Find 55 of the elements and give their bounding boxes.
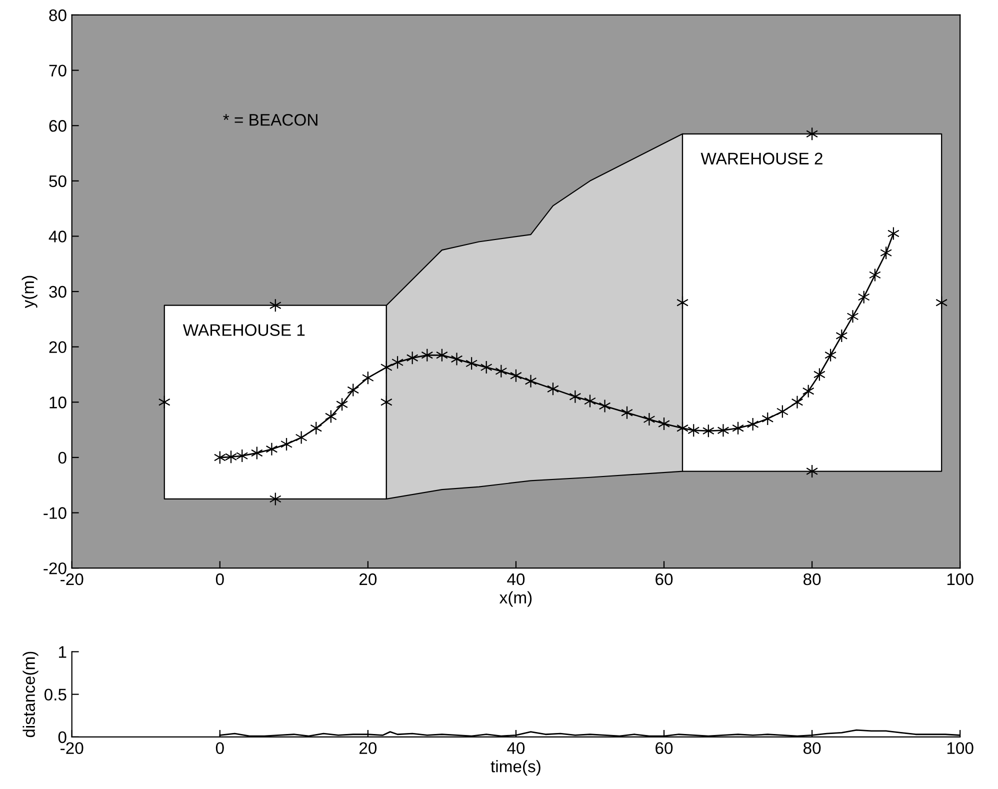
x-axis-title: time(s) (490, 760, 540, 776)
y-tick-label: 0.5 (44, 688, 66, 701)
point (214, 450, 226, 464)
point (524, 374, 537, 388)
y-tick-label: -20 (44, 562, 66, 574)
annotation: WAREHOUSE 2 (700, 152, 822, 164)
x-tick-label: 60 (656, 573, 673, 586)
x-tick-label: 60 (656, 742, 673, 754)
y-tick-label: 50 (49, 175, 66, 188)
point (791, 395, 804, 409)
x-tick-label: 40 (507, 742, 525, 754)
point (480, 360, 492, 374)
y-tick-label: 20 (49, 341, 66, 354)
point (676, 296, 688, 310)
point (266, 442, 278, 456)
point (310, 421, 322, 435)
y-tick-label: -10 (44, 507, 66, 519)
y-tick-label: 60 (49, 120, 66, 132)
x-axis-title: x(m) (499, 591, 532, 607)
point (598, 399, 611, 413)
y-axis-title: distance(m) (22, 652, 38, 738)
y-tick-label: 70 (49, 64, 66, 77)
point (762, 412, 774, 426)
point (846, 310, 859, 324)
x-tick-label: 20 (360, 573, 377, 586)
x-tick-label: 80 (803, 573, 821, 586)
point (336, 398, 348, 412)
y-tick-label: 0 (58, 452, 66, 464)
x-tick-label: 80 (803, 742, 821, 754)
point (450, 352, 463, 366)
point (643, 412, 656, 426)
y-tick-label: 0 (58, 731, 66, 744)
y-tick-label: 10 (50, 396, 66, 408)
annotation: * = BEACON (223, 114, 318, 126)
annotation: WAREHOUSE 1 (182, 324, 305, 336)
point (676, 421, 688, 435)
point (295, 430, 308, 444)
x-tick-label: 100 (947, 573, 974, 586)
x-tick-label: 0 (216, 742, 224, 754)
y-tick-label: 80 (49, 9, 66, 22)
y-tick-label: 40 (48, 230, 66, 242)
x-tick-label: 40 (507, 573, 525, 586)
point (813, 368, 826, 382)
point (702, 424, 714, 438)
y-tick-label: 1 (59, 646, 66, 658)
point (836, 328, 848, 343)
point (236, 449, 248, 463)
x-tick-label: 20 (360, 742, 377, 754)
point (868, 268, 881, 282)
x-tick-label: 0 (216, 573, 224, 586)
y-axis-title: y(m) (22, 276, 38, 308)
y-tick-label: 30 (49, 286, 66, 298)
point (225, 450, 237, 464)
point (717, 424, 730, 438)
x-tick-label: 100 (947, 742, 974, 754)
